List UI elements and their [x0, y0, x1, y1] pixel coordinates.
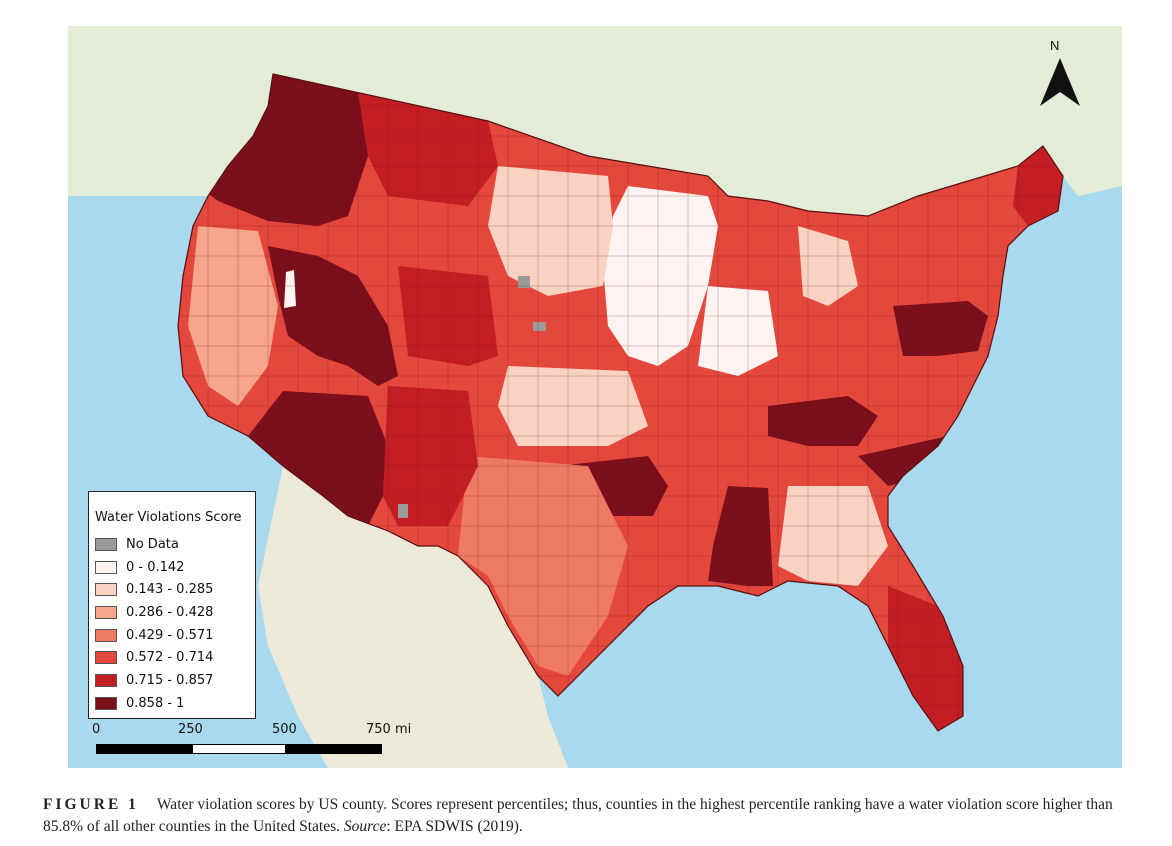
- legend-row: 0.572 - 0.714: [95, 646, 249, 669]
- canada-east-land: [1043, 146, 1122, 196]
- legend: Water Violations Score No Data 0 - 0.142 0…: [88, 491, 256, 719]
- region-nevada-light: [284, 270, 296, 308]
- legend-items: No Data 0 - 0.142 0.143 - 0.285 0.286 - 0.4…: [95, 533, 249, 715]
- legend-label: No Data: [126, 536, 179, 552]
- scale-segments: [96, 744, 382, 754]
- scale-bar: 0 250 500 750 mi: [82, 722, 412, 762]
- east-ocean-mask: [888, 146, 1122, 768]
- legend-row: 0.715 - 0.857: [95, 669, 249, 692]
- region-southwest: [248, 391, 388, 526]
- scale-seg-2: [192, 744, 286, 754]
- region-pacific-nw: [198, 74, 368, 226]
- legend-swatch: [95, 583, 117, 597]
- legend-label: 0 - 0.142: [126, 559, 185, 575]
- region-florida: [888, 586, 963, 731]
- legend-swatch: [95, 537, 117, 551]
- legend-swatch: [95, 628, 117, 642]
- region-plains-pink: [488, 166, 613, 296]
- map-frame: N Water Violations Score No Data 0 - 0.14…: [68, 26, 1122, 768]
- legend-label: 0.429 - 0.571: [126, 627, 214, 643]
- figure-caption: FIGURE 1 Water violation scores by US cou…: [43, 794, 1133, 838]
- mexico-mask: [258, 466, 568, 768]
- canada-mask: [68, 26, 1122, 216]
- region-great-plains-light: [603, 186, 718, 366]
- legend-row: 0.286 - 0.428: [95, 601, 249, 624]
- legend-title: Water Violations Score: [95, 510, 242, 525]
- scale-tick-750: 750 mi: [366, 722, 412, 737]
- legend-label: 0.572 - 0.714: [126, 650, 214, 666]
- caption-source-label: Source: [343, 818, 387, 835]
- legend-row: 0.143 - 0.285: [95, 578, 249, 601]
- region-montana: [358, 91, 498, 206]
- scale-tick-250: 250: [178, 722, 203, 737]
- legend-swatch: [95, 696, 117, 710]
- region-georgia-light: [778, 486, 888, 586]
- legend-row: 0.858 - 1: [95, 692, 249, 715]
- scale-seg-3: [286, 744, 382, 754]
- legend-label: 0.286 - 0.428: [126, 604, 214, 620]
- region-new-mexico: [383, 386, 478, 526]
- region-mississippi: [708, 486, 773, 586]
- scale-tick-500: 500: [272, 722, 297, 737]
- legend-row: 0 - 0.142: [95, 556, 249, 579]
- legend-swatch: [95, 673, 117, 687]
- caption-text: Water violation scores by US county. Sco…: [43, 796, 1113, 835]
- us-outline: [177, 73, 1064, 732]
- region-pennsylvania: [893, 301, 988, 356]
- scale-tick-0: 0: [92, 722, 101, 737]
- legend-swatch: [95, 605, 117, 619]
- north-arrow-label: N: [1050, 38, 1060, 53]
- region-kentucky: [768, 396, 878, 446]
- legend-label: 0.858 - 1: [126, 695, 185, 711]
- legend-row: No Data: [95, 533, 249, 556]
- legend-swatch: [95, 651, 117, 665]
- caption-source-text: : EPA SDWIS (2019).: [386, 818, 523, 835]
- caption-figure-label: FIGURE 1: [43, 796, 139, 813]
- scale-seg-1: [96, 744, 192, 754]
- north-arrow-icon: [1040, 58, 1080, 106]
- region-texas-mixed: [458, 456, 628, 676]
- us-county-map: [68, 26, 1122, 768]
- legend-swatch: [95, 560, 117, 574]
- legend-row: 0.429 - 0.571: [95, 624, 249, 647]
- legend-label: 0.143 - 0.285: [126, 582, 214, 598]
- legend-label: 0.715 - 0.857: [126, 672, 214, 688]
